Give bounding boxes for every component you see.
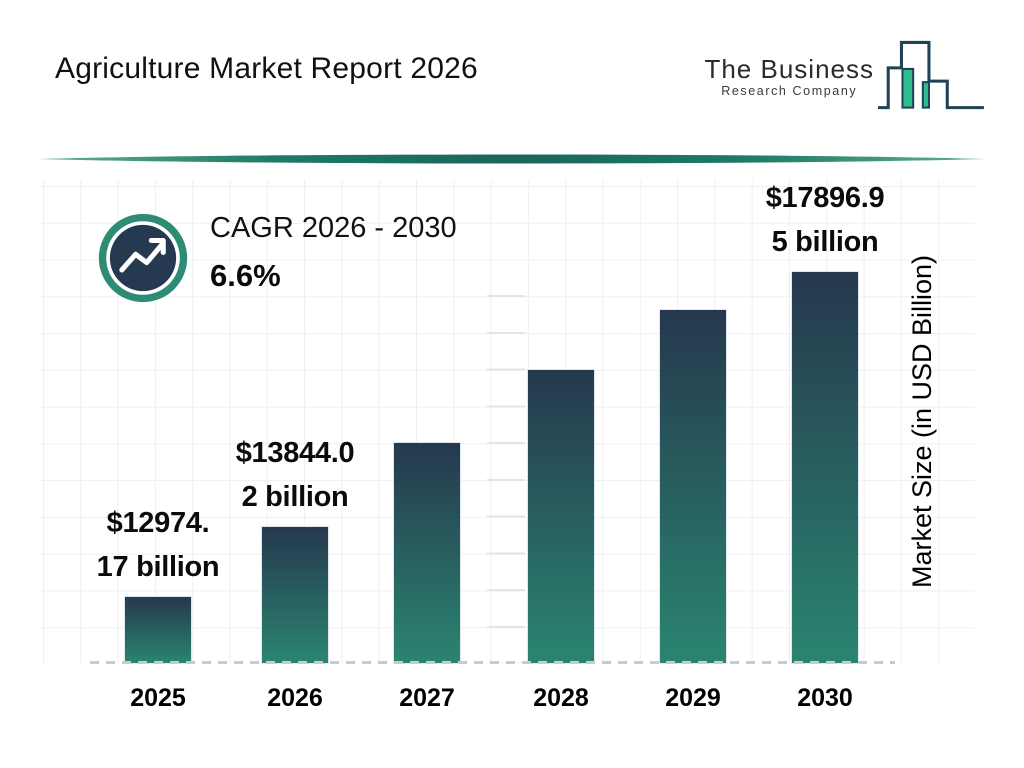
bar-value-line2: 5 billion	[771, 226, 879, 258]
x-tick-2025: 2025	[130, 684, 186, 712]
bar-2027	[394, 443, 460, 663]
chart-plot-area: CAGR 2026 - 2030 6.6% $12974. 17 billion…	[40, 180, 975, 712]
bar-2030	[792, 272, 858, 663]
cagr-label: CAGR 2026 - 2030	[210, 212, 457, 244]
cagr-callout: CAGR 2026 - 2030 6.6%	[210, 212, 457, 294]
x-tick-2030: 2030	[797, 684, 853, 712]
company-logo-text: The Business Research Company	[704, 56, 874, 112]
bar-value-2025: $12974. 17 billion	[53, 501, 263, 589]
company-subname: Research Company	[721, 84, 858, 98]
x-tick-2029: 2029	[665, 684, 721, 712]
x-tick-2028: 2028	[533, 684, 589, 712]
cagr-value: 6.6%	[210, 258, 281, 293]
trend-up-icon	[98, 213, 188, 303]
company-logo: The Business Research Company	[704, 36, 988, 112]
y-axis-label: Market Size (in USD Billion)	[907, 254, 938, 589]
bar-value-line1: $17896.9	[765, 182, 885, 214]
y-axis-label-wrap: Market Size (in USD Billion)	[900, 180, 946, 663]
company-name: The Business	[704, 54, 874, 84]
bar-value-line1: $12974.	[106, 507, 210, 539]
bar-value-line2: 2 billion	[241, 481, 349, 513]
bar-chart-logo-icon	[878, 40, 984, 110]
page-title: Agriculture Market Report 2026	[55, 52, 478, 85]
x-tick-2027: 2027	[399, 684, 455, 712]
x-axis-baseline	[90, 661, 895, 664]
bar-2029	[660, 310, 726, 663]
bar-2028	[528, 370, 594, 663]
axis-tick-marks	[487, 295, 525, 663]
bar-value-line1: $13844.0	[235, 437, 355, 469]
bar-value-line2: 17 billion	[96, 551, 220, 583]
bar-2025	[125, 597, 191, 663]
bar-value-2030: $17896.9 5 billion	[720, 176, 930, 264]
x-tick-2026: 2026	[267, 684, 323, 712]
bar-value-2026: $13844.0 2 billion	[190, 431, 400, 519]
bar-2026	[262, 527, 328, 663]
section-divider	[38, 154, 986, 164]
